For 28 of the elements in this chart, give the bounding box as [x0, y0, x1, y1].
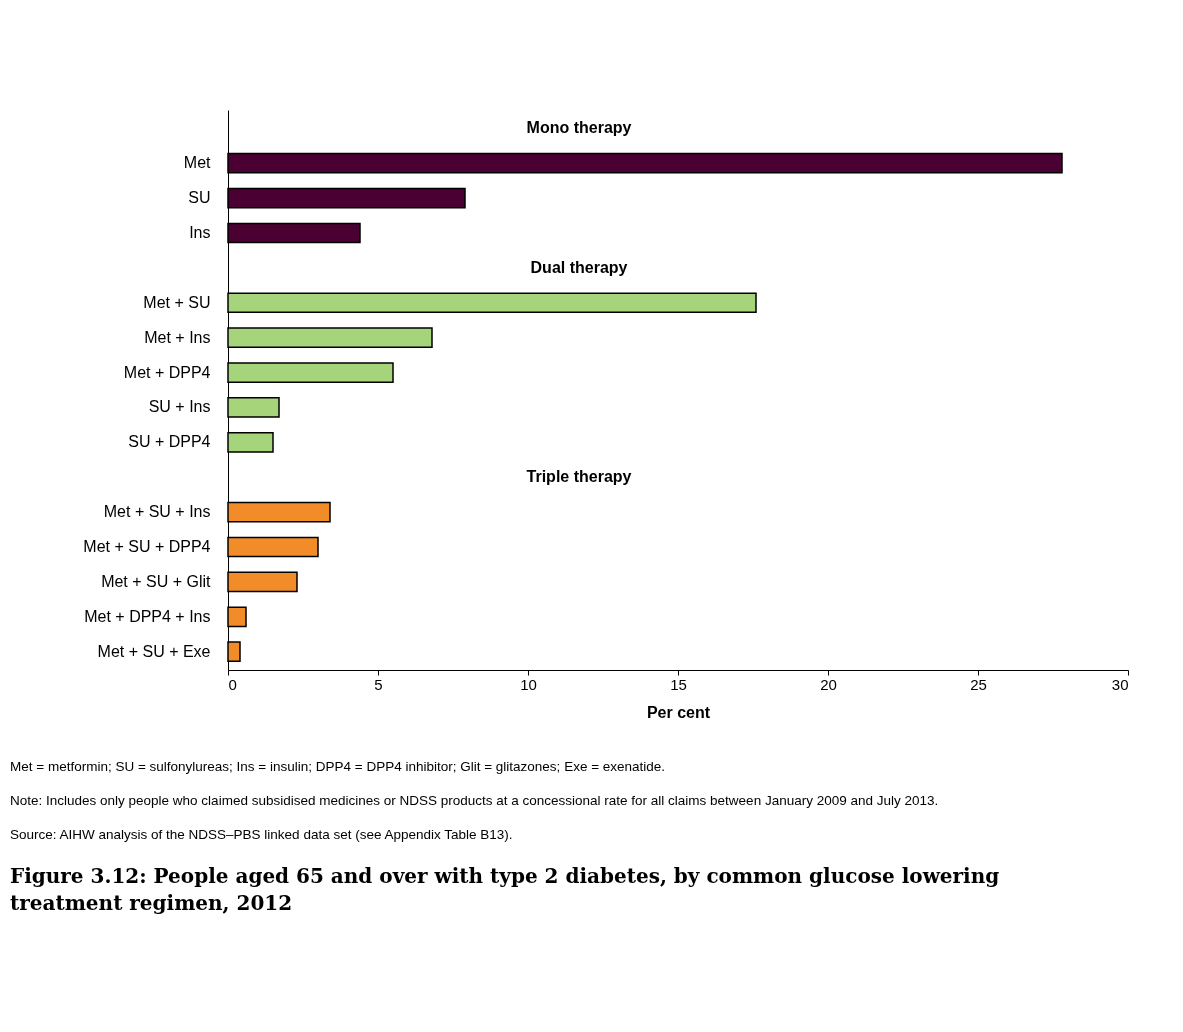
x-tick-label: 20 — [820, 675, 837, 693]
y-tick-label: Met + DPP4 + Ins — [84, 607, 211, 625]
y-tick-label: Met + Ins — [144, 328, 211, 346]
y-tick-label: Ins — [189, 223, 211, 241]
x-axis-title: Per cent — [646, 703, 711, 721]
y-tick-label: SU + Ins — [148, 398, 211, 416]
text: Met = metformin; SU = sulfonylureas; Ins = insulin; DPP4 = DPP4 inhibitor; Glit = glitazones; Exe = exenatide. — [10, 759, 666, 774]
x-tick-label: 25 — [970, 675, 987, 693]
x-tick-label: 5 — [374, 675, 383, 693]
x-tick-label: 30 — [1111, 675, 1129, 693]
text: Figure 3.12: People aged 65 and over with type 2 diabetes, by common glucose lowering treatment regimen, 2012 — [10, 864, 1000, 915]
y-tick-label: Met + SU + DPP4 — [83, 538, 211, 556]
x-tick-label: 15 — [670, 675, 687, 693]
y-tick-label: Met — [183, 154, 212, 172]
x-tick-label: 10 — [520, 675, 537, 693]
y-tick-label: SU + DPP4 — [128, 433, 211, 451]
y-tick-label: Triple therapy — [526, 468, 632, 486]
y-tick-label: Met + SU + Ins — [103, 503, 211, 521]
y-tick-label: Met + SU + Glit — [101, 572, 212, 590]
y-tick-label: Dual therapy — [530, 258, 628, 276]
y-tick-label: Met + SU — [143, 293, 211, 311]
y-tick-label: Mono therapy — [526, 119, 632, 137]
x-tick-label: 0 — [228, 675, 237, 693]
text: Note: Includes only people who claimed subsidised medicines or NDSS products at a concessional rate for all claims between January 2009 and July 2013. — [10, 793, 939, 808]
y-tick-label: Met + DPP4 — [123, 363, 211, 381]
source-note: Source: AIHW analysis of the NDSS–PBS linked data set (see Appendix Table B13). — [10, 827, 513, 842]
y-tick-label: SU — [188, 189, 211, 207]
y-tick-label: Met + SU + Exe — [97, 642, 211, 660]
